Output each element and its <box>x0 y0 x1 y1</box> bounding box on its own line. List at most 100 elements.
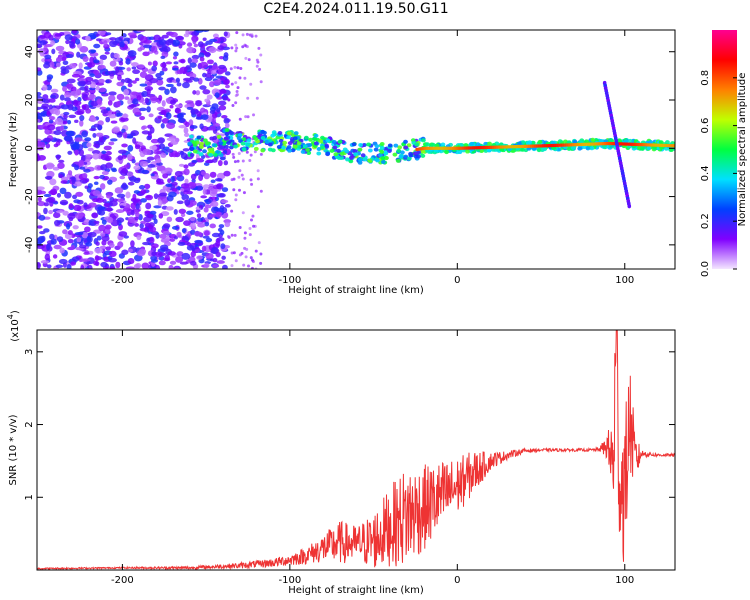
heatmap-cell <box>237 152 241 156</box>
heatmap-cell <box>84 80 92 85</box>
heatmap-cell <box>620 142 623 146</box>
heatmap-cell <box>358 143 363 148</box>
heatmap-cell <box>238 253 242 257</box>
heatmap-cell <box>199 123 204 130</box>
heatmap-cell <box>55 210 64 214</box>
heatmap-cell <box>577 146 583 151</box>
heatmap-cell <box>211 232 221 238</box>
heatmap-cell <box>73 181 82 187</box>
heatmap-cell <box>71 256 80 262</box>
heatmap-cell <box>664 143 667 148</box>
heatmap-cell <box>117 74 122 81</box>
heatmap-cell <box>203 230 210 236</box>
heatmap-cell <box>67 238 74 244</box>
heatmap-cell <box>81 130 88 138</box>
heatmap-cell <box>185 79 193 83</box>
heatmap-cell <box>217 227 223 232</box>
heatmap-cell <box>111 111 117 115</box>
heatmap-cell <box>198 152 204 157</box>
heatmap-cell <box>493 145 497 149</box>
heatmap-cell <box>509 145 513 149</box>
heatmap-cell <box>50 188 58 196</box>
heatmap-cell <box>110 120 118 124</box>
heatmap-cell <box>305 147 311 152</box>
heatmap-cell <box>189 153 195 158</box>
heatmap-cell <box>54 109 61 116</box>
heatmap-cell <box>630 142 633 146</box>
heatmap-cell <box>95 132 104 137</box>
heatmap-cell <box>183 168 190 176</box>
heatmap-cell <box>108 91 117 96</box>
heatmap-cell <box>254 249 258 253</box>
heatmap-cell <box>146 106 151 113</box>
heatmap-cell <box>235 31 239 35</box>
heatmap-cell <box>217 45 225 51</box>
heatmap-cell <box>445 146 448 150</box>
heatmap-cell <box>180 183 190 189</box>
heatmap-cell <box>143 216 152 223</box>
heatmap-cell <box>150 173 155 177</box>
heatmap-cell <box>245 32 249 36</box>
heatmap-cell <box>210 188 218 195</box>
heatmap-cell <box>121 167 128 174</box>
heatmap-cell <box>205 252 214 260</box>
heatmap-cell <box>220 243 226 250</box>
heatmap-cell <box>169 238 176 242</box>
heatmap-cell <box>511 145 515 149</box>
heatmap-cell <box>127 248 134 253</box>
heatmap-cell <box>69 138 74 144</box>
heatmap-cell <box>253 150 257 154</box>
heatmap-cell <box>232 188 236 192</box>
heatmap-cell <box>307 143 313 148</box>
heatmap-cell <box>37 92 42 97</box>
heatmap-cell <box>189 216 196 222</box>
heatmap-cell <box>195 90 201 96</box>
heatmap-cell <box>467 146 470 150</box>
heatmap-cell <box>66 263 72 269</box>
heatmap-cell <box>396 148 402 153</box>
heatmap-cell <box>79 166 86 170</box>
heatmap-cell <box>44 61 50 65</box>
heatmap-cell <box>178 208 187 214</box>
heatmap-cell <box>557 139 563 144</box>
heatmap-cell <box>119 175 126 180</box>
heatmap-cell <box>109 213 115 218</box>
heatmap-cell <box>73 204 82 211</box>
heatmap-cell <box>41 103 50 109</box>
heatmap-cell <box>267 142 273 147</box>
heatmap-cell <box>240 141 246 146</box>
heatmap-cell <box>176 231 182 238</box>
heatmap-cell <box>160 123 165 129</box>
heatmap-cell <box>211 69 217 75</box>
heatmap-cell <box>174 266 180 269</box>
heatmap-cell <box>80 264 85 269</box>
heatmap-cell <box>337 139 343 144</box>
heatmap-cell <box>626 142 629 146</box>
heatmap-cell <box>134 77 140 82</box>
heatmap-cell <box>178 163 185 167</box>
heatmap-cell <box>204 51 211 58</box>
heatmap-cell <box>87 147 94 152</box>
heatmap-cell <box>75 38 81 45</box>
heatmap-cell <box>67 230 73 235</box>
heatmap-cell <box>86 142 92 148</box>
heatmap-cell <box>85 35 91 42</box>
heatmap-cell <box>84 185 89 189</box>
heatmap-cell <box>483 145 486 150</box>
heatmap-cell <box>223 160 229 166</box>
heatmap-cell <box>234 198 238 202</box>
heatmap-cell <box>74 149 79 156</box>
heatmap-cell <box>182 82 190 89</box>
heatmap-cell <box>155 158 162 164</box>
heatmap-cell <box>276 144 282 149</box>
heatmap-cell <box>145 202 152 210</box>
heatmap-cell <box>107 100 113 106</box>
heatmap-cell <box>208 46 217 54</box>
heatmap-cell <box>588 142 591 146</box>
heatmap-cell <box>576 143 579 147</box>
heatmap-cell <box>465 149 470 154</box>
heatmap-cell <box>608 138 614 143</box>
heatmap-cell <box>83 168 91 173</box>
heatmap-cell <box>48 98 56 103</box>
heatmap-cell <box>234 43 238 47</box>
